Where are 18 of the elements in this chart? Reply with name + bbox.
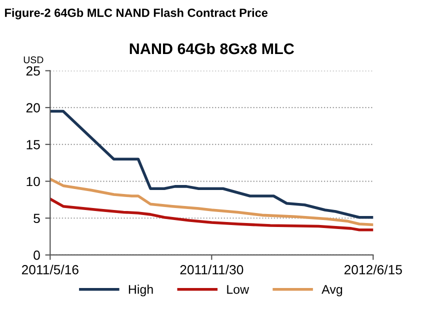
chart-subtitle: Figure-2 64Gb MLC NAND Flash Contract Price [5, 8, 268, 20]
x-tick-label: 2011/11/30 [180, 264, 244, 274]
line-series [50, 178, 374, 226]
legend-label: High [128, 284, 153, 296]
y-tick-label: 25 [26, 66, 40, 76]
y-tick-label: 0 [34, 250, 40, 260]
y-tick-label: 20 [26, 103, 40, 112]
legend-label: Low [227, 285, 250, 294]
legend-label: Avg [322, 285, 342, 296]
x-tick-label: 2011/5/16 [22, 264, 78, 274]
line-series [50, 110, 374, 219]
chart-title: NAND 64Gb 8Gx8 MLC [130, 42, 294, 54]
x-tick-label: 2012/6/15 [344, 264, 402, 274]
y-axis-title: USD [24, 56, 44, 64]
y-tick-label: 10 [26, 176, 40, 186]
line-series [50, 198, 374, 232]
y-tick-label: 5 [34, 214, 40, 224]
y-tick-label: 15 [26, 140, 40, 150]
